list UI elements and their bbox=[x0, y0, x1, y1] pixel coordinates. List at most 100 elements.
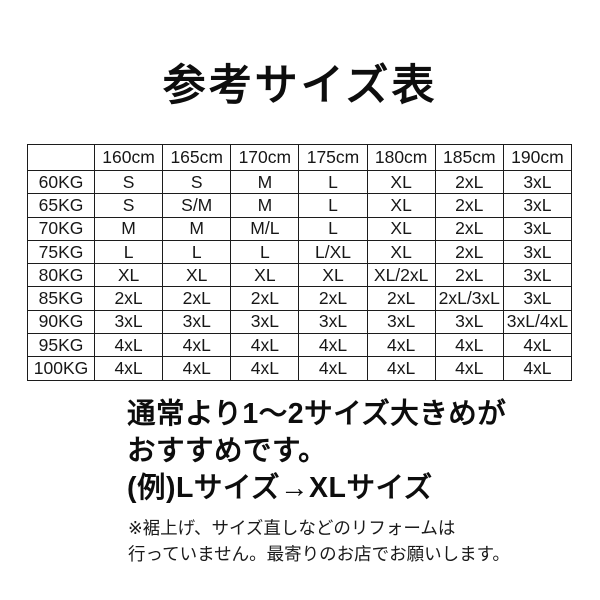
weight-row-header: 80KG bbox=[27, 263, 95, 288]
height-column-header: 175cm bbox=[298, 144, 368, 171]
footnote-line-2: 行っていません。最寄りのお店でお願いします。 bbox=[128, 544, 510, 564]
size-cell: 3xL bbox=[502, 239, 573, 265]
size-cell: M bbox=[230, 193, 300, 218]
corner-cell bbox=[27, 144, 95, 171]
size-cell: XL bbox=[93, 263, 164, 288]
size-cell: M/L bbox=[230, 216, 300, 241]
size-cell: L bbox=[298, 169, 368, 195]
size-cell: 3xL bbox=[502, 169, 573, 195]
size-cell: S bbox=[93, 169, 164, 195]
size-cell: 4xL bbox=[366, 333, 436, 358]
size-cell: XL bbox=[162, 263, 232, 288]
size-cell: 4xL bbox=[502, 356, 573, 381]
size-cell: 4xL bbox=[93, 333, 164, 358]
size-cell: 4xL bbox=[162, 356, 232, 381]
size-cell: 3xL bbox=[502, 286, 573, 311]
size-cell: L bbox=[93, 239, 164, 265]
size-table: 160cm 165cm 170cm 175cm 180cm 185cm 190cm 60KG… bbox=[27, 144, 573, 381]
weight-row-header: 90KG bbox=[27, 309, 95, 335]
table-row: 95KG 4xL 4xL 4xL 4xL 4xL 4xL 4xL bbox=[27, 333, 573, 358]
height-column-header: 185cm bbox=[434, 144, 504, 171]
size-cell: S/M bbox=[162, 193, 232, 218]
size-cell: 4xL bbox=[162, 333, 232, 358]
table-row: 100KG 4xL 4xL 4xL 4xL 4xL 4xL 4xL bbox=[27, 356, 573, 381]
size-cell: 2xL bbox=[434, 193, 504, 218]
size-cell: 2xL bbox=[366, 286, 436, 311]
table-row: 65KG S S/M M L XL 2xL 3xL bbox=[27, 193, 573, 218]
note-line-3: (例)Lサイズ→XLサイズ bbox=[127, 472, 433, 504]
size-cell: 4xL bbox=[230, 356, 300, 381]
size-cell: L/XL bbox=[298, 239, 368, 265]
size-cell: L bbox=[298, 193, 368, 218]
page-title: 参考サイズ表 bbox=[162, 62, 438, 110]
height-column-header: 190cm bbox=[502, 144, 573, 171]
size-cell: 2xL bbox=[230, 286, 300, 311]
size-cell: 2xL bbox=[298, 286, 368, 311]
size-cell: M bbox=[93, 216, 164, 241]
table-row: 80KG XL XL XL XL XL/2xL 2xL 3xL bbox=[27, 263, 573, 288]
size-cell: 2xL bbox=[434, 239, 504, 265]
size-cell: 2xL bbox=[434, 263, 504, 288]
size-cell: M bbox=[162, 216, 232, 241]
size-cell: S bbox=[162, 169, 232, 195]
size-table-body: 60KG S S M L XL 2xL 3xL 65KG S S/M M L XL 2xL 3xL 70KG M M… bbox=[27, 169, 573, 381]
size-cell: 3xL bbox=[93, 309, 164, 335]
size-cell: 2xL bbox=[93, 286, 164, 311]
size-cell: S bbox=[93, 193, 164, 218]
footnote-line-1: ※裾上げ、サイズ直しなどのリフォームは bbox=[128, 518, 456, 538]
size-cell: 3xL bbox=[298, 309, 368, 335]
size-cell: 2xL bbox=[434, 169, 504, 195]
size-cell: L bbox=[162, 239, 232, 265]
size-cell: 4xL bbox=[93, 356, 164, 381]
weight-row-header: 100KG bbox=[27, 356, 95, 381]
size-cell: XL bbox=[366, 216, 436, 241]
size-cell: 4xL bbox=[434, 333, 504, 358]
size-cell: 2xL bbox=[162, 286, 232, 311]
weight-row-header: 65KG bbox=[27, 193, 95, 218]
size-cell: 4xL bbox=[298, 333, 368, 358]
size-cell: L bbox=[298, 216, 368, 241]
weight-row-header: 60KG bbox=[27, 169, 95, 195]
size-cell: XL bbox=[230, 263, 300, 288]
height-column-header: 160cm bbox=[93, 144, 164, 171]
size-cell: 4xL bbox=[298, 356, 368, 381]
size-cell: 3xL/4xL bbox=[502, 309, 573, 335]
size-cell: 3xL bbox=[502, 263, 573, 288]
size-cell: 2xL bbox=[434, 216, 504, 241]
height-column-header: 165cm bbox=[162, 144, 232, 171]
note-line-2: おすすめです。 bbox=[127, 435, 328, 467]
size-cell: XL/2xL bbox=[366, 263, 436, 288]
size-cell: 2xL/3xL bbox=[434, 286, 504, 311]
size-cell: 3xL bbox=[366, 309, 436, 335]
size-cell: 4xL bbox=[434, 356, 504, 381]
size-cell: 3xL bbox=[502, 193, 573, 218]
size-cell: XL bbox=[298, 263, 368, 288]
size-table-header: 160cm 165cm 170cm 175cm 180cm 185cm 190cm bbox=[27, 144, 573, 171]
height-column-header: 180cm bbox=[366, 144, 436, 171]
weight-row-header: 85KG bbox=[27, 286, 95, 311]
recommendation-note: 通常より1～2サイズ大きめが おすすめです。 (例)Lサイズ→XLサイズ bbox=[127, 396, 506, 507]
size-cell: 3xL bbox=[230, 309, 300, 335]
size-cell: 3xL bbox=[434, 309, 504, 335]
alteration-footnote: ※裾上げ、サイズ直しなどのリフォームは 行っていません。最寄りのお店でお願いしま… bbox=[128, 515, 510, 567]
table-row: 85KG 2xL 2xL 2xL 2xL 2xL 2xL/3xL 3xL bbox=[27, 286, 573, 311]
size-cell: 3xL bbox=[502, 216, 573, 241]
size-cell: XL bbox=[366, 169, 436, 195]
weight-row-header: 70KG bbox=[27, 216, 95, 241]
size-cell: L bbox=[230, 239, 300, 265]
size-cell: 4xL bbox=[230, 333, 300, 358]
table-row: 90KG 3xL 3xL 3xL 3xL 3xL 3xL 3xL/4xL bbox=[27, 309, 573, 335]
size-cell: M bbox=[230, 169, 300, 195]
weight-row-header: 75KG bbox=[27, 239, 95, 265]
weight-row-header: 95KG bbox=[27, 333, 95, 358]
size-cell: XL bbox=[366, 193, 436, 218]
table-row: 60KG S S M L XL 2xL 3xL bbox=[27, 169, 573, 195]
table-row: 70KG M M M/L L XL 2xL 3xL bbox=[27, 216, 573, 241]
size-cell: XL bbox=[366, 239, 436, 265]
height-column-header: 170cm bbox=[230, 144, 300, 171]
size-cell: 4xL bbox=[502, 333, 573, 358]
table-row: 75KG L L L L/XL XL 2xL 3xL bbox=[27, 239, 573, 265]
size-cell: 4xL bbox=[366, 356, 436, 381]
header-row: 160cm 165cm 170cm 175cm 180cm 185cm 190cm bbox=[27, 144, 573, 171]
